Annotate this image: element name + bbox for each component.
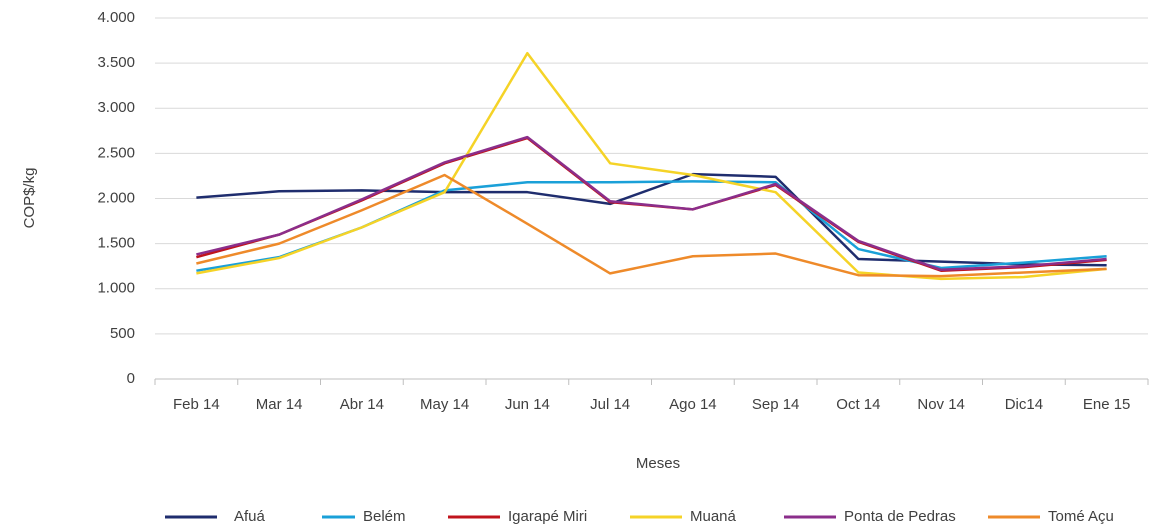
x-tick-label: Feb 14 — [173, 396, 220, 413]
y-tick-label: 1.500 — [97, 235, 135, 252]
y-tick-label: 4.000 — [97, 9, 135, 26]
x-tick-label: Jun 14 — [505, 396, 550, 413]
legend-label: Tomé Açu — [1048, 508, 1114, 525]
y-tick-label: 0 — [127, 370, 135, 387]
y-tick-label: 2.500 — [97, 144, 135, 161]
x-tick-label: Dic14 — [1005, 396, 1043, 413]
y-tick-label: 3.000 — [97, 99, 135, 116]
y-tick-label: 500 — [110, 325, 135, 342]
y-axis-label: COP$/kg — [21, 168, 38, 229]
series-line — [196, 172, 1107, 267]
x-tick-label: Ene 15 — [1083, 396, 1131, 413]
x-tick-label: Nov 14 — [917, 396, 965, 413]
series-line — [196, 173, 1107, 278]
x-axis-label: Meses — [636, 455, 680, 472]
legend-label: Afuá — [234, 508, 266, 525]
x-tick-label: Oct 14 — [836, 396, 880, 413]
y-tick-label: 2.000 — [97, 189, 135, 206]
legend-label: Igarapé Miri — [508, 508, 587, 525]
y-tick-label: 3.500 — [97, 54, 135, 71]
y-tick-label: 1.000 — [97, 280, 135, 297]
legend-label: Ponta de Pedras — [844, 508, 956, 525]
series-line — [196, 135, 1107, 272]
x-tick-label: May 14 — [420, 396, 469, 413]
x-tick-label: Mar 14 — [256, 396, 303, 413]
legend-label: Belém — [363, 508, 406, 525]
series-line — [196, 180, 1107, 272]
x-tick-label: Abr 14 — [340, 396, 384, 413]
x-tick-label: Jul 14 — [590, 396, 630, 413]
x-tick-label: Sep 14 — [752, 396, 800, 413]
legend-label: Muaná — [690, 508, 737, 525]
x-tick-label: Ago 14 — [669, 396, 717, 413]
series-line — [196, 51, 1107, 281]
